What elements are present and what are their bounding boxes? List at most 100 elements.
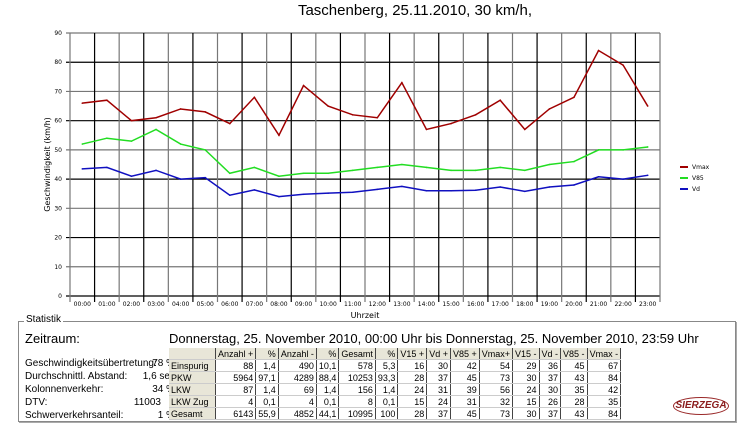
data-point [155,128,157,131]
x-tick-label: 20:00 [565,301,582,308]
table-cell: 1,4 [375,383,399,396]
table-cell: 1,4 [316,383,340,396]
table-cell: 5964 [215,371,257,384]
data-point [351,169,354,172]
kv-label: Durchschnittl. Abstand: [25,371,128,382]
x-tick-label: 17:00 [492,301,509,308]
data-point [204,149,207,151]
table-cell: 56 [479,383,514,396]
table-cell: 37 [426,407,451,420]
table-cell: 45 [560,359,588,372]
table-cell: 88,4 [316,371,340,384]
table-cell: 490 [278,359,317,372]
x-tick-label: 12:00 [369,301,386,308]
data-point [499,99,502,102]
table-cell: 69 [278,383,317,396]
x-tick-label: 00:00 [74,301,91,308]
table-cell: 30 [426,359,451,372]
zeitraum-value: Donnerstag, 25. November 2010, 00:00 Uhr… [169,331,699,346]
kv-label: Geschwindigkeitsübertretung: [25,358,157,369]
table-cell: 8 [338,395,376,408]
data-point [81,143,84,145]
x-tick-label: 10:00 [319,301,336,308]
kv-dtv: DTV: 11003 [25,397,175,408]
table-cell: 93,3 [375,371,399,384]
y-tick-label: 60 [54,118,62,125]
column-header: % [316,348,340,360]
table-cell: 28 [397,371,428,384]
data-point [81,102,84,104]
data-point [106,166,108,169]
table-cell: 84 [587,407,622,420]
statistics-legend: Statistik [24,314,64,325]
data-point [253,189,256,191]
table-row: LKW 87 1,4 69 1,4 156 1,4 24 31 39 56 24 30 35 42 [169,383,622,396]
column-header [169,348,216,360]
x-tick-label: 06:00 [221,301,238,308]
table-cell: 44,1 [316,407,340,420]
table-cell: 1,4 [255,359,279,372]
data-point [646,146,649,148]
table-row: Gesamt 6143 55,9 4852 44,1 10995 100 28 37 45 73 30… [169,407,622,420]
legend-label: Vd [692,186,700,193]
kv-column: Kolonnenverkehr: 34 % [25,384,175,395]
kv-value: 78 % [152,358,175,369]
column-header: Anzahl + [215,348,257,360]
table-header: Anzahl +% Anzahl -% Gesamt% V15 + Vd + V85 + V… [169,348,622,360]
kv-value: 1 % [157,410,175,421]
table-cell: 30 [512,407,540,420]
data-point [302,84,305,87]
table-cell: 15 [397,395,428,408]
y-tick-label: 80 [54,59,62,66]
x-tick-label: 03:00 [147,301,164,308]
legend-label: Vmax [692,164,710,171]
table-cell: 87 [215,383,257,396]
column-header: Vd + [426,348,451,360]
data-point [278,195,280,198]
table-cell: 16 [397,359,428,372]
data-point [474,114,477,116]
y-tick-label: 20 [54,235,62,242]
x-tick-label: 18:00 [516,301,533,308]
data-point [228,194,231,196]
data-point [499,166,502,169]
table-row: Einspurig 88 1,4 490 10,1 578 5,3 16 30 42 54 29 36 4… [169,359,622,372]
data-point [253,96,256,99]
table-cell: 1,4 [255,383,279,396]
chart-title: Taschenberg, 25.11.2010, 30 km/h, [297,2,533,19]
table-cell: 37 [539,371,562,384]
table-cell: 4 [215,395,257,408]
column-header: V15 - [512,348,540,360]
data-point [573,160,575,163]
data-point [302,172,305,175]
data-point [130,119,133,122]
table-cell: 67 [587,359,622,372]
data-point [425,166,428,169]
table-cell: 73 [479,407,514,420]
x-tick-label: 19:00 [541,301,558,308]
table-cell: 88 [215,359,257,372]
data-point [155,116,157,119]
data-point [523,190,526,193]
x-tick-label: 15:00 [442,301,459,308]
table-cell: 42 [450,359,480,372]
statistics-table: Anzahl +% Anzahl -% Gesamt% V15 + Vd + V85 + V… [169,348,622,420]
data-point [523,128,526,131]
table-cell: 84 [587,371,622,384]
data-point [450,169,452,172]
table-cell: 42 [587,383,622,396]
table-cell: 35 [560,383,588,396]
x-tick-label: 09:00 [295,301,312,308]
table-cell: 31 [426,383,451,396]
table-row: PKW 5964 97,1 4289 88,4 10253 93,3 28 37 45 73 30 37… [169,371,622,384]
kv-label: Schwerverkehrsanteil: [25,410,124,421]
data-point [450,122,452,125]
data-point [253,166,256,169]
data-point [646,174,649,177]
table-cell: 10253 [338,371,376,384]
table-cell: 36 [539,359,562,372]
kv-label: Kolonnenverkehr: [25,384,104,395]
kv-value: 34 % [152,384,175,395]
column-header: Anzahl - [278,348,317,360]
data-point [351,191,354,194]
